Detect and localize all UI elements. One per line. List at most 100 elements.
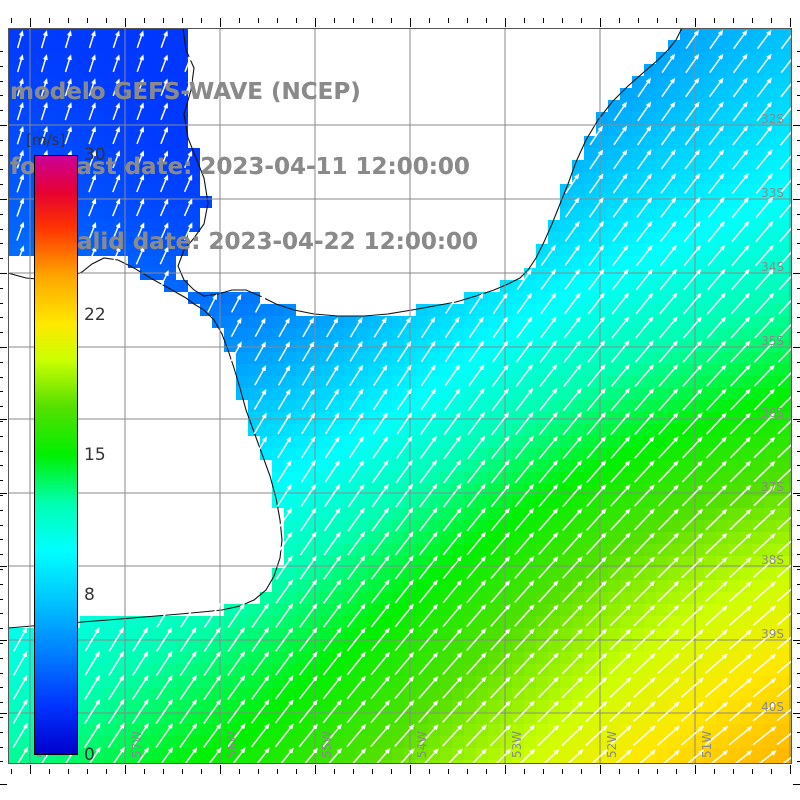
axis-minor-tick (797, 450, 800, 452)
axis-minor-tick (797, 628, 800, 630)
axis-minor-tick (11, 18, 12, 23)
axis-major-tick (220, 765, 221, 774)
colorbar (34, 155, 78, 755)
lon-label-54W: 54W (415, 730, 429, 758)
axis-minor-tick (797, 702, 800, 704)
axis-minor-tick (0, 731, 3, 733)
lat-label-34S: 34S (761, 260, 784, 274)
axis-minor-tick (797, 287, 800, 289)
axis-minor-tick (353, 769, 354, 774)
axis-minor-tick (619, 769, 620, 774)
lon-label-51W: 51W (700, 730, 714, 758)
axis-major-tick (793, 784, 800, 785)
axis-minor-tick (486, 18, 487, 23)
axis-minor-tick (87, 769, 88, 774)
axis-minor-tick (448, 18, 449, 23)
axis-minor-tick (106, 18, 107, 23)
axis-major-tick (0, 493, 7, 494)
axis-minor-tick (0, 465, 3, 467)
axis-minor-tick (467, 769, 468, 774)
axis-minor-tick (391, 769, 392, 774)
axis-minor-tick (771, 769, 772, 774)
axis-major-tick (410, 18, 411, 27)
axis-minor-tick (797, 687, 800, 689)
axis-major-tick (0, 640, 7, 641)
axis-minor-tick (0, 228, 3, 230)
axis-minor-tick (0, 672, 3, 674)
axis-minor-tick (797, 361, 800, 363)
colorbar-tick-8: 8 (84, 585, 95, 605)
axis-minor-tick (543, 18, 544, 23)
lat-label-39S: 39S (761, 627, 784, 641)
axis-minor-tick (0, 480, 3, 482)
axis-major-tick (0, 273, 7, 274)
axis-minor-tick (797, 169, 800, 171)
axis-minor-tick (797, 569, 800, 570)
axis-minor-tick (0, 702, 3, 704)
axis-minor-tick (429, 769, 430, 774)
axis-major-tick (125, 18, 126, 27)
axis-minor-tick (0, 524, 3, 526)
axis-minor-tick (258, 769, 259, 774)
axis-minor-tick (0, 213, 3, 215)
axis-major-tick (505, 765, 506, 774)
axis-minor-tick (797, 332, 800, 334)
lat-label-35S: 35S (761, 334, 784, 348)
axis-minor-tick (797, 317, 800, 319)
lon-label-55W: 55W (320, 730, 334, 758)
axis-minor-tick (657, 769, 658, 774)
axis-minor-tick (0, 569, 3, 570)
axis-minor-tick (334, 769, 335, 774)
axis-minor-tick (87, 18, 88, 23)
axis-minor-tick (68, 769, 69, 774)
axis-minor-tick (0, 539, 3, 541)
axis-minor-tick (0, 746, 3, 748)
axis-minor-tick (797, 406, 800, 408)
axis-major-tick (695, 765, 696, 774)
axis-minor-tick (201, 18, 202, 23)
axis-major-tick (793, 493, 800, 494)
axis-minor-tick (797, 243, 800, 245)
lon-label-53W: 53W (510, 730, 524, 758)
axis-minor-tick (0, 583, 3, 585)
axis-major-tick (600, 765, 601, 774)
lat-label-33S: 33S (761, 186, 784, 200)
colorbar-units-label: [m/s] (26, 131, 66, 149)
axis-major-tick (315, 18, 316, 27)
axis-minor-tick (239, 769, 240, 774)
axis-minor-tick (797, 761, 800, 763)
axis-minor-tick (797, 509, 800, 511)
axis-minor-tick (372, 769, 373, 774)
axis-minor-tick (797, 376, 800, 378)
axis-minor-tick (797, 746, 800, 748)
axis-minor-tick (106, 769, 107, 774)
axis-major-tick (0, 419, 7, 420)
axis-minor-tick (0, 302, 3, 304)
axis-minor-tick (714, 769, 715, 774)
axis-minor-tick (797, 65, 800, 67)
title-block: modelo GEFS-WAVE (NCEP) forecast date: 2… (10, 30, 530, 305)
axis-minor-tick (0, 421, 3, 422)
axis-minor-tick (49, 18, 50, 23)
axis-minor-tick (277, 18, 278, 23)
axis-minor-tick (797, 495, 800, 496)
axis-major-tick (793, 713, 800, 714)
lat-label-36S: 36S (761, 406, 784, 420)
axis-minor-tick (0, 450, 3, 452)
axis-minor-tick (0, 643, 3, 644)
axis-minor-tick (11, 769, 12, 774)
axis-minor-tick (562, 769, 563, 774)
axis-minor-tick (797, 598, 800, 600)
axis-minor-tick (0, 95, 3, 97)
axis-minor-tick (797, 731, 800, 733)
axis-minor-tick (467, 18, 468, 23)
axis-minor-tick (797, 717, 800, 718)
axis-minor-tick (797, 302, 800, 304)
axis-minor-tick (771, 18, 772, 23)
axis-major-tick (793, 640, 800, 641)
axis-minor-tick (182, 18, 183, 23)
axis-major-tick (793, 273, 800, 274)
lat-label-32S: 32S (761, 112, 784, 126)
axis-major-tick (220, 18, 221, 27)
colorbar-tick-0: 0 (84, 745, 95, 765)
